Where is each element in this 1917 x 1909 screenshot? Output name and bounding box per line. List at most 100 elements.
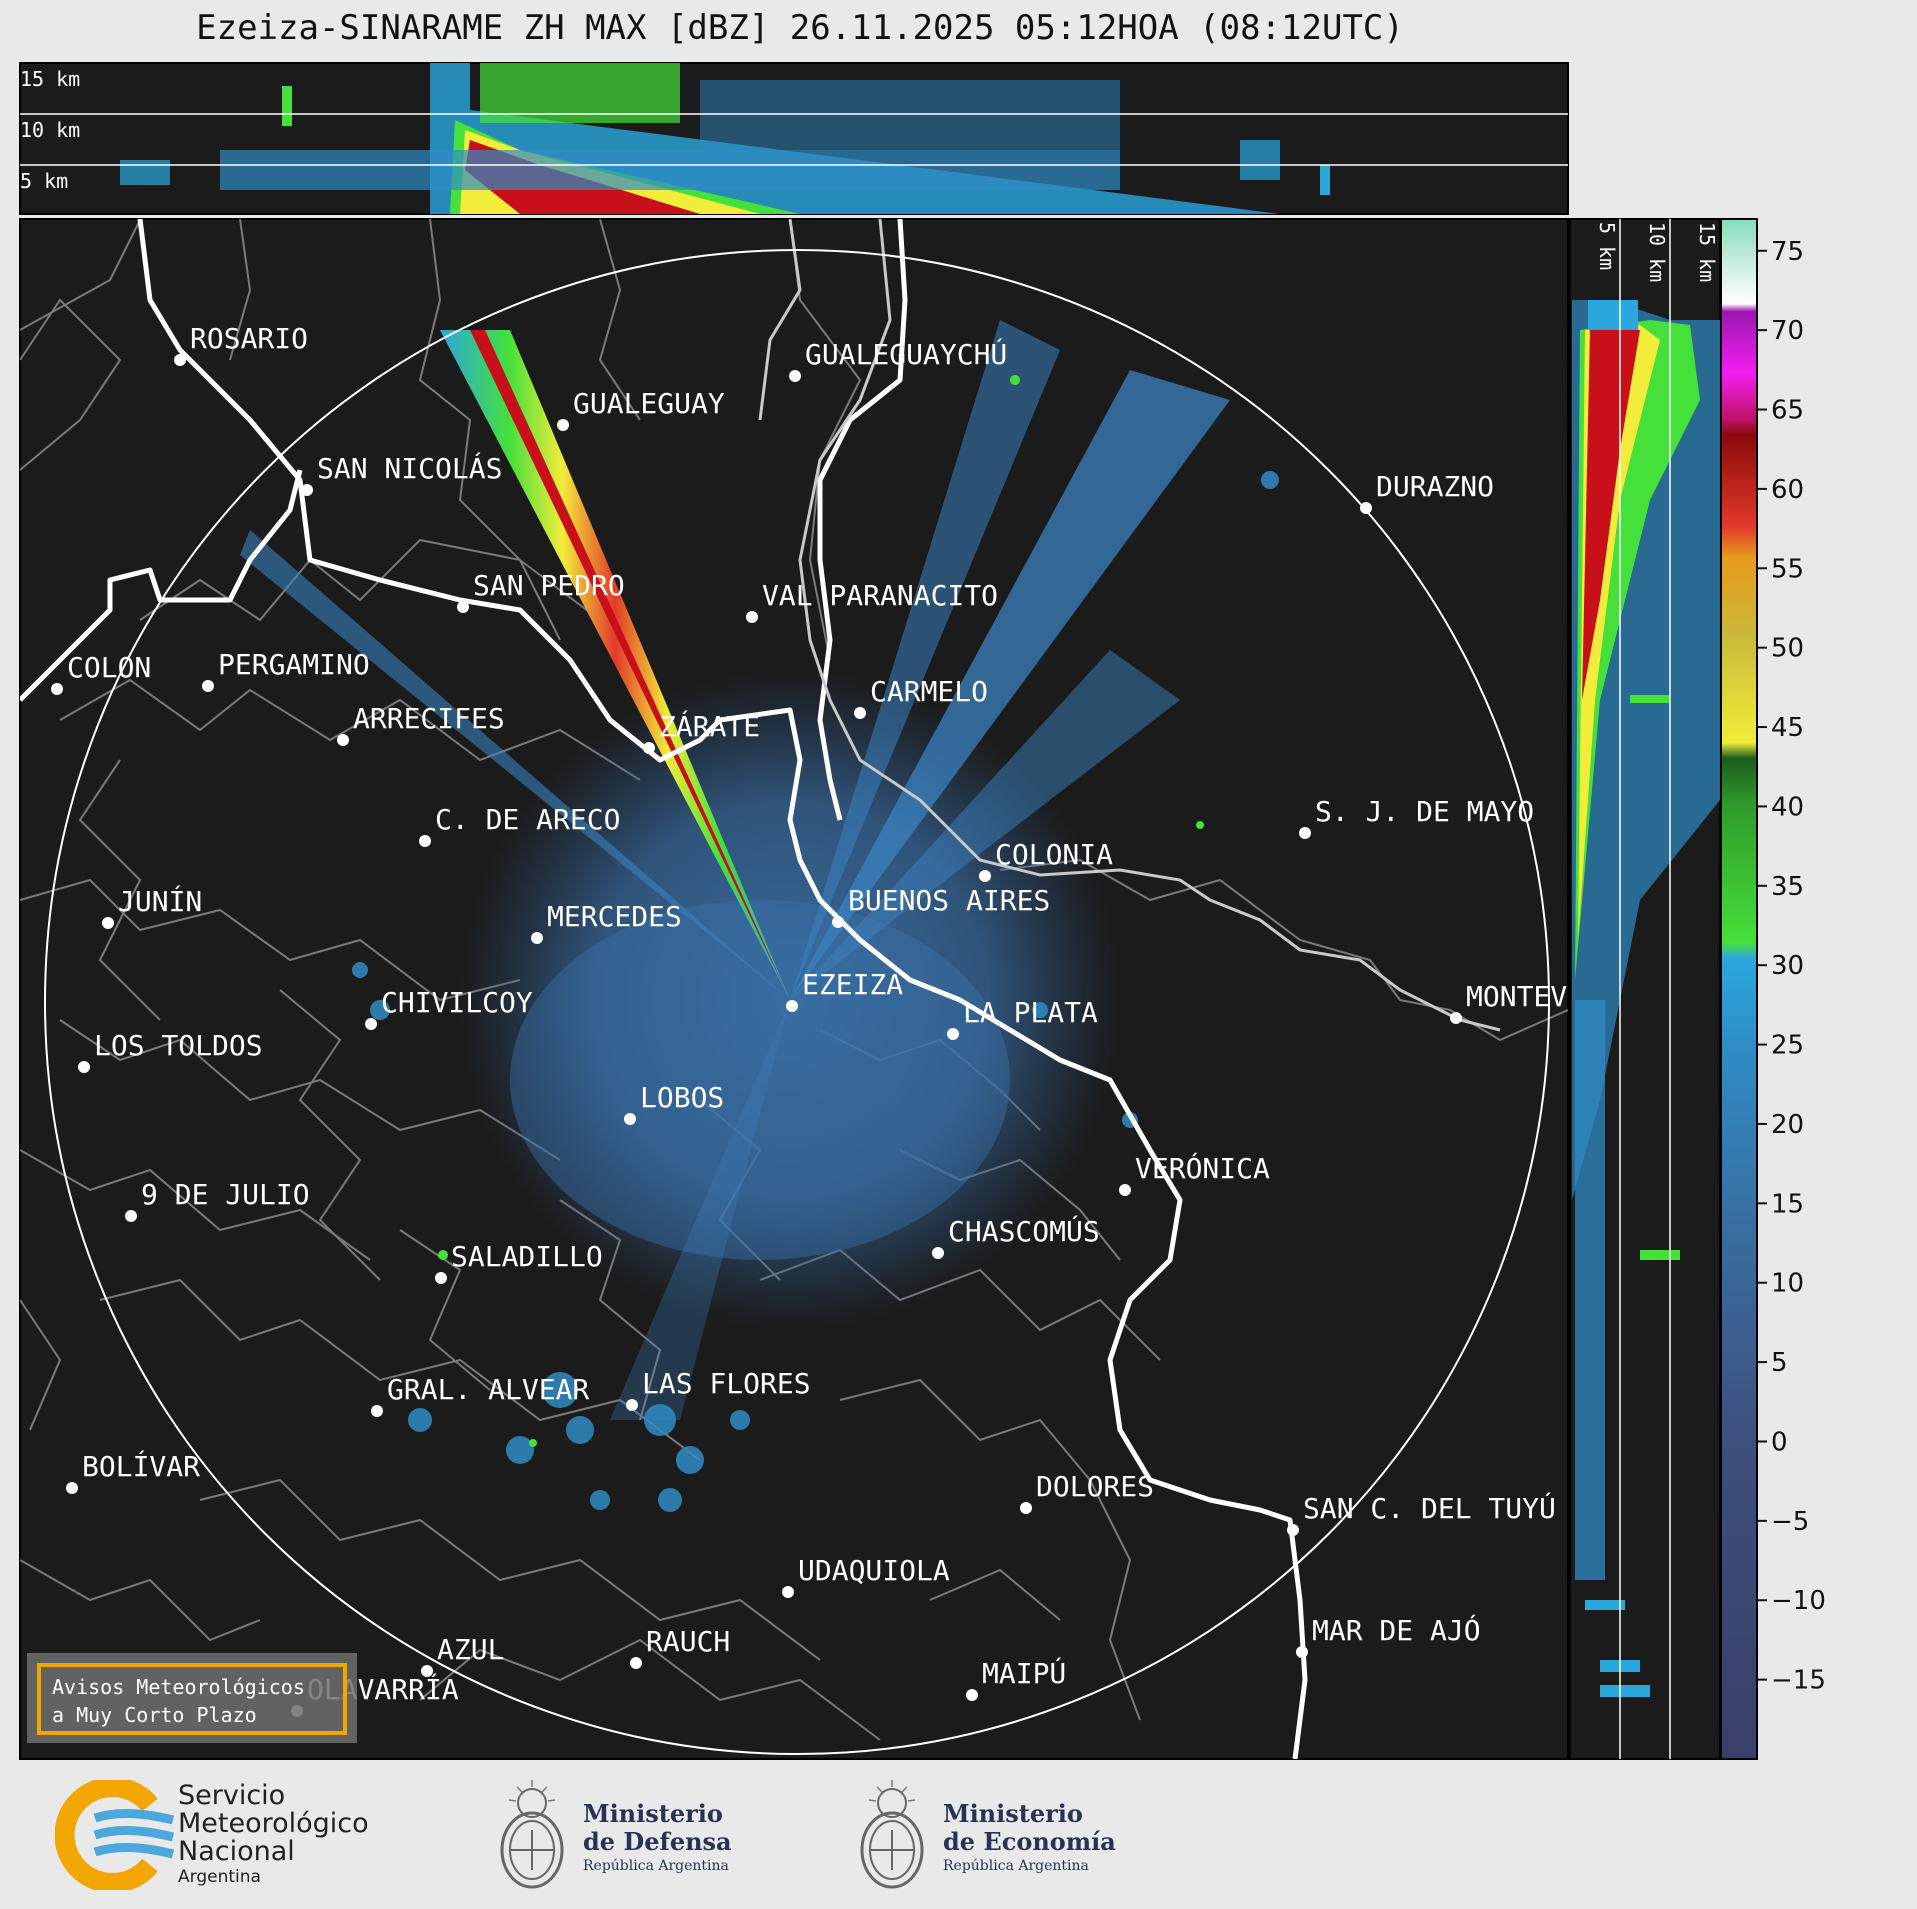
economia-line-2: de Economía: [943, 1827, 1116, 1856]
city-marker: UDAQUIOLA: [782, 1554, 950, 1598]
city-label: BOLÍVAR: [82, 1449, 200, 1483]
product-title: Ezeiza-SINARAME ZH MAX [dBZ] 26.11.2025 …: [196, 8, 1404, 48]
city-dot: [102, 917, 114, 929]
city-dot: [421, 1665, 433, 1677]
city-dot: [1287, 1524, 1299, 1536]
city-dot: [419, 835, 431, 847]
city-marker: DURAZNO: [1360, 470, 1494, 514]
city-marker: MAR DE AJÓ: [1296, 1613, 1481, 1658]
city-marker: JUNÍN: [102, 884, 202, 929]
city-dot: [457, 601, 469, 613]
city-marker: LAS FLORES: [626, 1367, 811, 1411]
city-marker: DOLORES: [1020, 1470, 1154, 1514]
city-marker: 9 DE JULIO: [125, 1178, 310, 1222]
city-marker: VAL PARANACITO: [746, 579, 998, 623]
top-height-label-10km: 10 km: [20, 118, 80, 142]
colorbar-tick-label: 60: [1771, 475, 1804, 505]
city-dot: [365, 1018, 377, 1030]
smn-emblem-icon: [55, 1780, 175, 1890]
city-label: GUALEGUAY: [573, 387, 725, 420]
city-dot: [854, 707, 866, 719]
radar-map: ROSARIO GUALEGUAYCHÚ GUALEGUAY SAN NICOLÁS D…: [19, 218, 1569, 1760]
city-marker: COLONIA: [979, 838, 1113, 882]
city-dot: [630, 1657, 642, 1669]
city-marker: COLON: [51, 651, 151, 695]
city-dot: [947, 1028, 959, 1040]
national-shield-icon: [860, 1780, 924, 1889]
colorbar-tick-label: 65: [1771, 396, 1804, 426]
city-marker: BUENOS AIRES: [832, 884, 1050, 928]
city-label: DURAZNO: [1376, 470, 1494, 503]
colorbar-tick-label: 70: [1771, 316, 1804, 346]
smn-line-1: Servicio: [178, 1780, 286, 1811]
city-dot: [782, 1586, 794, 1598]
city-marker: EZEIZA: [786, 968, 903, 1012]
colorbar-tick-label: 35: [1771, 872, 1804, 902]
notice-border: [37, 1663, 347, 1735]
city-marker: VERÓNICA: [1119, 1151, 1270, 1196]
city-marker: GUALEGUAY: [557, 387, 725, 431]
city-dot: [1020, 1502, 1032, 1514]
city-label: C. DE ARECO: [435, 803, 620, 836]
city-label: SAN PEDRO: [473, 569, 625, 602]
colorbar-tick-label: −10: [1771, 1586, 1826, 1616]
city-label: RAUCH: [646, 1625, 730, 1658]
city-label: PERGAMINO: [218, 648, 370, 681]
city-marker: SALADILLO: [435, 1240, 603, 1284]
colorbar-tick-label: 55: [1771, 554, 1804, 584]
city-dot: [1296, 1646, 1308, 1658]
colorbar-tick-label: 10: [1771, 1269, 1804, 1299]
city-marker: ARRECIFES: [337, 702, 505, 746]
city-marker: SAN PEDRO: [457, 569, 625, 613]
top-height-label-5km: 5 km: [20, 169, 68, 193]
smn-line-2: Meteorológico: [178, 1808, 369, 1839]
city-label: MERCEDES: [547, 900, 682, 933]
city-dot: [174, 354, 186, 366]
city-label: COLON: [67, 651, 151, 684]
defensa-line-3: República Argentina: [583, 1858, 729, 1874]
economia-line-1: Ministerio: [943, 1799, 1083, 1828]
side-height-label-15km: 15 km: [1695, 222, 1719, 282]
city-marker: ZÁRATE: [643, 709, 760, 754]
colorbar-tick-label: 30: [1771, 951, 1804, 981]
city-marker: ROSARIO: [174, 322, 308, 366]
city-label: VAL PARANACITO: [762, 579, 998, 612]
city-dot: [932, 1247, 944, 1259]
city-label: COLONIA: [995, 838, 1113, 871]
city-marker: CHIVILCOY: [365, 986, 533, 1030]
city-marker: BOLÍVAR: [66, 1449, 200, 1494]
colorbar-tick-label: 50: [1771, 634, 1804, 664]
city-label: BUENOS AIRES: [848, 884, 1050, 917]
city-label: SAN C. DEL TUYÚ: [1303, 1491, 1556, 1525]
city-marker: PERGAMINO: [202, 648, 370, 692]
smn-line-4: Argentina: [178, 1867, 261, 1887]
economia-line-3: República Argentina: [943, 1858, 1089, 1874]
city-marker: GUALEGUAYCHÚ: [789, 337, 1007, 382]
side-cross-section-panel: 5 km 10 km 15 km: [1569, 218, 1721, 1760]
side-height-label-10km: 10 km: [1645, 222, 1669, 282]
city-label: DOLORES: [1036, 1470, 1154, 1503]
colorbar-tick-label: 45: [1771, 713, 1804, 743]
city-marker: MONTEV: [1450, 980, 1567, 1024]
city-dot: [531, 932, 543, 944]
city-label: LAS FLORES: [642, 1367, 811, 1400]
city-dot: [626, 1399, 638, 1411]
city-label: GUALEGUAYCHÚ: [805, 337, 1007, 371]
city-dot: [1299, 827, 1311, 839]
smn-line-3: Nacional: [178, 1836, 295, 1867]
city-marker: SAN NICOLÁS: [301, 451, 502, 496]
city-label: SAN NICOLÁS: [317, 451, 502, 485]
city-marker: LA PLATA: [947, 996, 1098, 1040]
colorbar-tick-label: 75: [1771, 237, 1804, 267]
city-marker: CARMELO: [854, 675, 988, 719]
city-dot: [979, 870, 991, 882]
city-marker: SAN C. DEL TUYÚ: [1287, 1491, 1556, 1536]
city-label: ZÁRATE: [659, 709, 760, 743]
city-dot: [1119, 1184, 1131, 1196]
city-label: AZUL: [437, 1633, 504, 1666]
city-label: ROSARIO: [190, 322, 308, 355]
city-marker: AZUL: [421, 1633, 504, 1677]
